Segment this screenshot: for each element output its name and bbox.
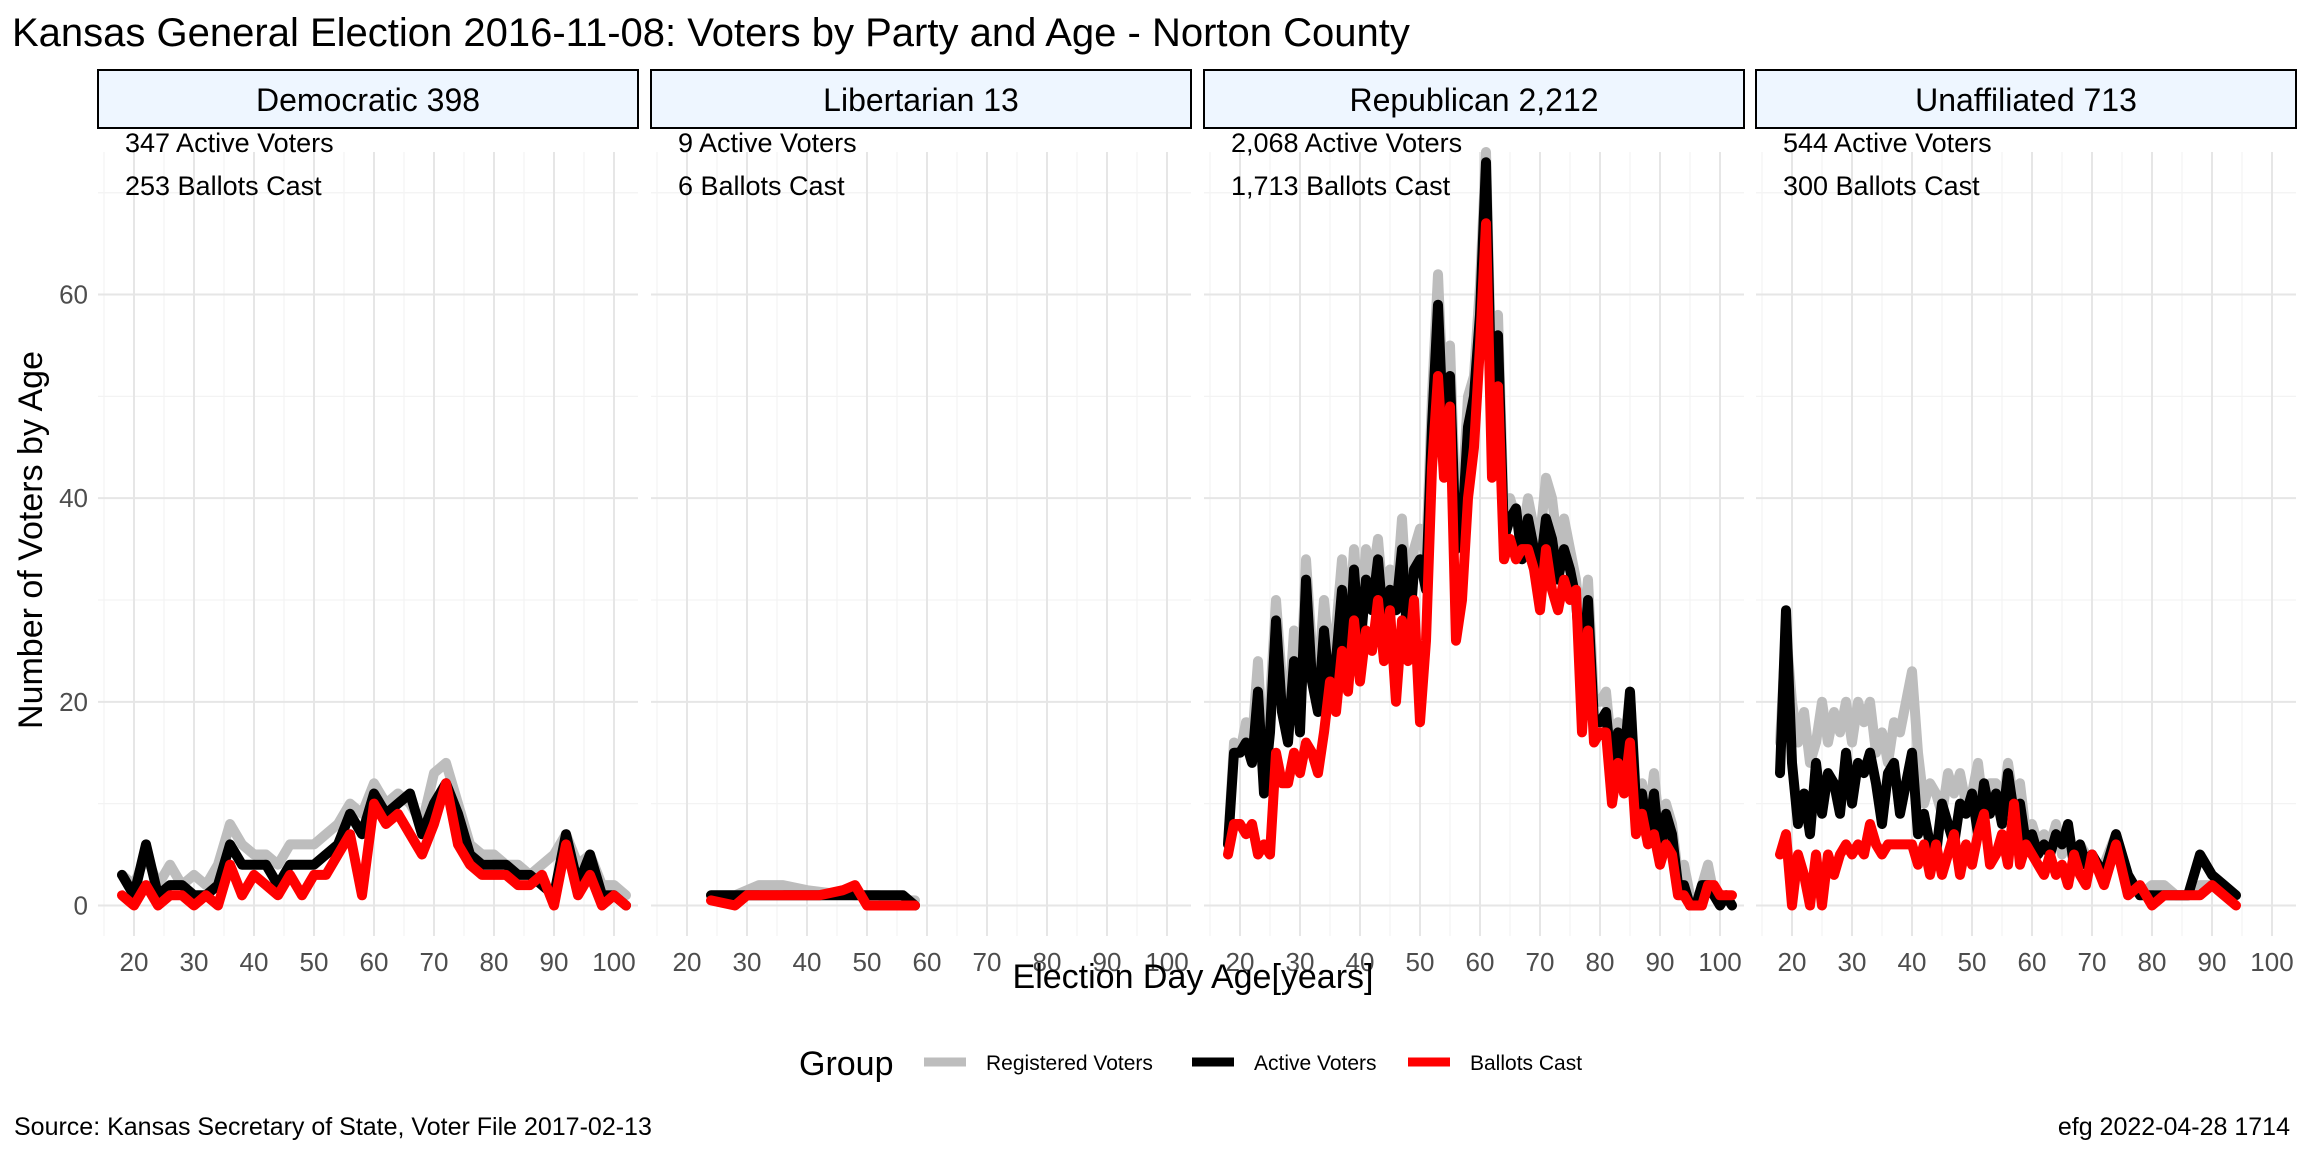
x-tick-label: 20 <box>1226 947 1255 977</box>
x-tick-label: 60 <box>913 947 942 977</box>
panel-annotation: 1,713 Ballots Cast <box>1231 171 1451 201</box>
x-tick-label: 70 <box>1526 947 1555 977</box>
facet-strip-label: Libertarian 13 <box>823 82 1019 118</box>
facet-strip <box>1755 69 2297 129</box>
legend: Group Registered Voters Active Voters Ba… <box>799 1045 1582 1083</box>
facet-strip-label: Republican 2,212 <box>1349 82 1598 118</box>
minor-gridlines <box>1756 152 2296 936</box>
x-tick-label: 50 <box>1958 947 1987 977</box>
x-tick-label: 90 <box>2198 947 2227 977</box>
major-gridlines <box>98 152 638 936</box>
caption-source: Source: Kansas Secretary of State, Voter… <box>14 1113 652 1141</box>
series-line-ballots <box>706 880 920 911</box>
x-tick-label: 20 <box>120 947 149 977</box>
x-tick-label: 40 <box>240 947 269 977</box>
facet-panel-0: 20 30 40 50 60 70 80 90 100 0 20 40 60 Democratic 398… <box>59 69 639 977</box>
panel-annotation: 9 Active Voters <box>678 128 857 158</box>
x-tick-label: 70 <box>973 947 1002 977</box>
chart-title: Kansas General Election 2016-11-08: Vote… <box>12 11 1410 55</box>
legend-label-ballots: Ballots Cast <box>1470 1052 1582 1075</box>
major-gridlines <box>651 152 1191 936</box>
x-tick-label: 90 <box>540 947 569 977</box>
x-tick-label: 70 <box>2078 947 2107 977</box>
panel-annotation: 6 Ballots Cast <box>678 171 845 201</box>
x-tick-label: 40 <box>1346 947 1375 977</box>
series-line-ballots <box>1223 218 1737 911</box>
series-line-registered <box>117 757 631 901</box>
y-tick-label: 20 <box>59 687 88 717</box>
x-tick-label: 20 <box>1778 947 1807 977</box>
facet-strip-label: Democratic 398 <box>256 82 480 118</box>
panel-annotation: 544 Active Voters <box>1783 128 1992 158</box>
x-tick-label: 80 <box>480 947 509 977</box>
x-axis-title: Election Day Age[years] <box>1013 958 1374 996</box>
facet-panels: 20 30 40 50 60 70 80 90 100 0 20 40 60 Democratic 398… <box>59 69 2297 977</box>
facet-strip <box>650 69 1192 129</box>
y-tick-label: 40 <box>59 483 88 513</box>
legend-title: Group <box>799 1045 894 1083</box>
x-tick-label: 50 <box>853 947 882 977</box>
facet-strip <box>97 69 639 129</box>
legend-label-registered: Registered Voters <box>986 1052 1153 1075</box>
facet-panel-3: 20 30 40 50 60 70 80 90 100 Unaffiliated 713 544 A… <box>1755 69 2297 977</box>
caption-stamp: efg 2022-04-28 1714 <box>2058 1113 2290 1141</box>
y-tick-label: 60 <box>59 280 88 310</box>
x-tick-label: 50 <box>1406 947 1435 977</box>
legend-label-active: Active Voters <box>1254 1052 1377 1075</box>
y-tick-label: 0 <box>74 890 88 920</box>
x-tick-label: 30 <box>733 947 762 977</box>
x-tick-label: 30 <box>1838 947 1867 977</box>
x-tick-label: 60 <box>360 947 389 977</box>
panel-annotation: 2,068 Active Voters <box>1231 128 1462 158</box>
y-axis-title: Number of Voters by Age <box>12 351 50 729</box>
x-tick-label: 80 <box>2138 947 2167 977</box>
panel-annotation: 300 Ballots Cast <box>1783 171 1980 201</box>
minor-gridlines <box>651 152 1191 936</box>
x-tick-label: 90 <box>1646 947 1675 977</box>
x-tick-label: 40 <box>793 947 822 977</box>
panel-annotation: 253 Ballots Cast <box>125 171 322 201</box>
x-tick-label: 80 <box>1586 947 1615 977</box>
x-tick-label: 100 <box>2250 947 2293 977</box>
x-tick-label: 40 <box>1898 947 1927 977</box>
x-tick-label: 70 <box>420 947 449 977</box>
x-tick-label: 20 <box>673 947 702 977</box>
x-tick-label: 100 <box>592 947 635 977</box>
series-line-ballots <box>117 778 631 911</box>
series-line-ballots <box>1775 798 2241 911</box>
facet-strip <box>1203 69 1745 129</box>
x-tick-label: 60 <box>1466 947 1495 977</box>
panel-annotation: 347 Active Voters <box>125 128 334 158</box>
x-tick-label: 30 <box>180 947 209 977</box>
facet-panel-1: 20 30 40 50 60 70 80 90 100 Libertarian 13 9 Activ… <box>650 69 1192 977</box>
x-tick-label: 50 <box>300 947 329 977</box>
minor-gridlines <box>98 152 638 936</box>
x-tick-label: 60 <box>2018 947 2047 977</box>
facet-strip-label: Unaffiliated 713 <box>1915 82 2137 118</box>
facet-panel-2: 20 30 40 50 60 70 80 90 100 Republican 2,212 2,068… <box>1203 69 1745 977</box>
x-tick-label: 100 <box>1145 947 1188 977</box>
x-tick-label: 30 <box>1286 947 1315 977</box>
x-tick-label: 100 <box>1698 947 1741 977</box>
x-tick-label: 90 <box>1093 947 1122 977</box>
x-tick-label: 80 <box>1033 947 1062 977</box>
